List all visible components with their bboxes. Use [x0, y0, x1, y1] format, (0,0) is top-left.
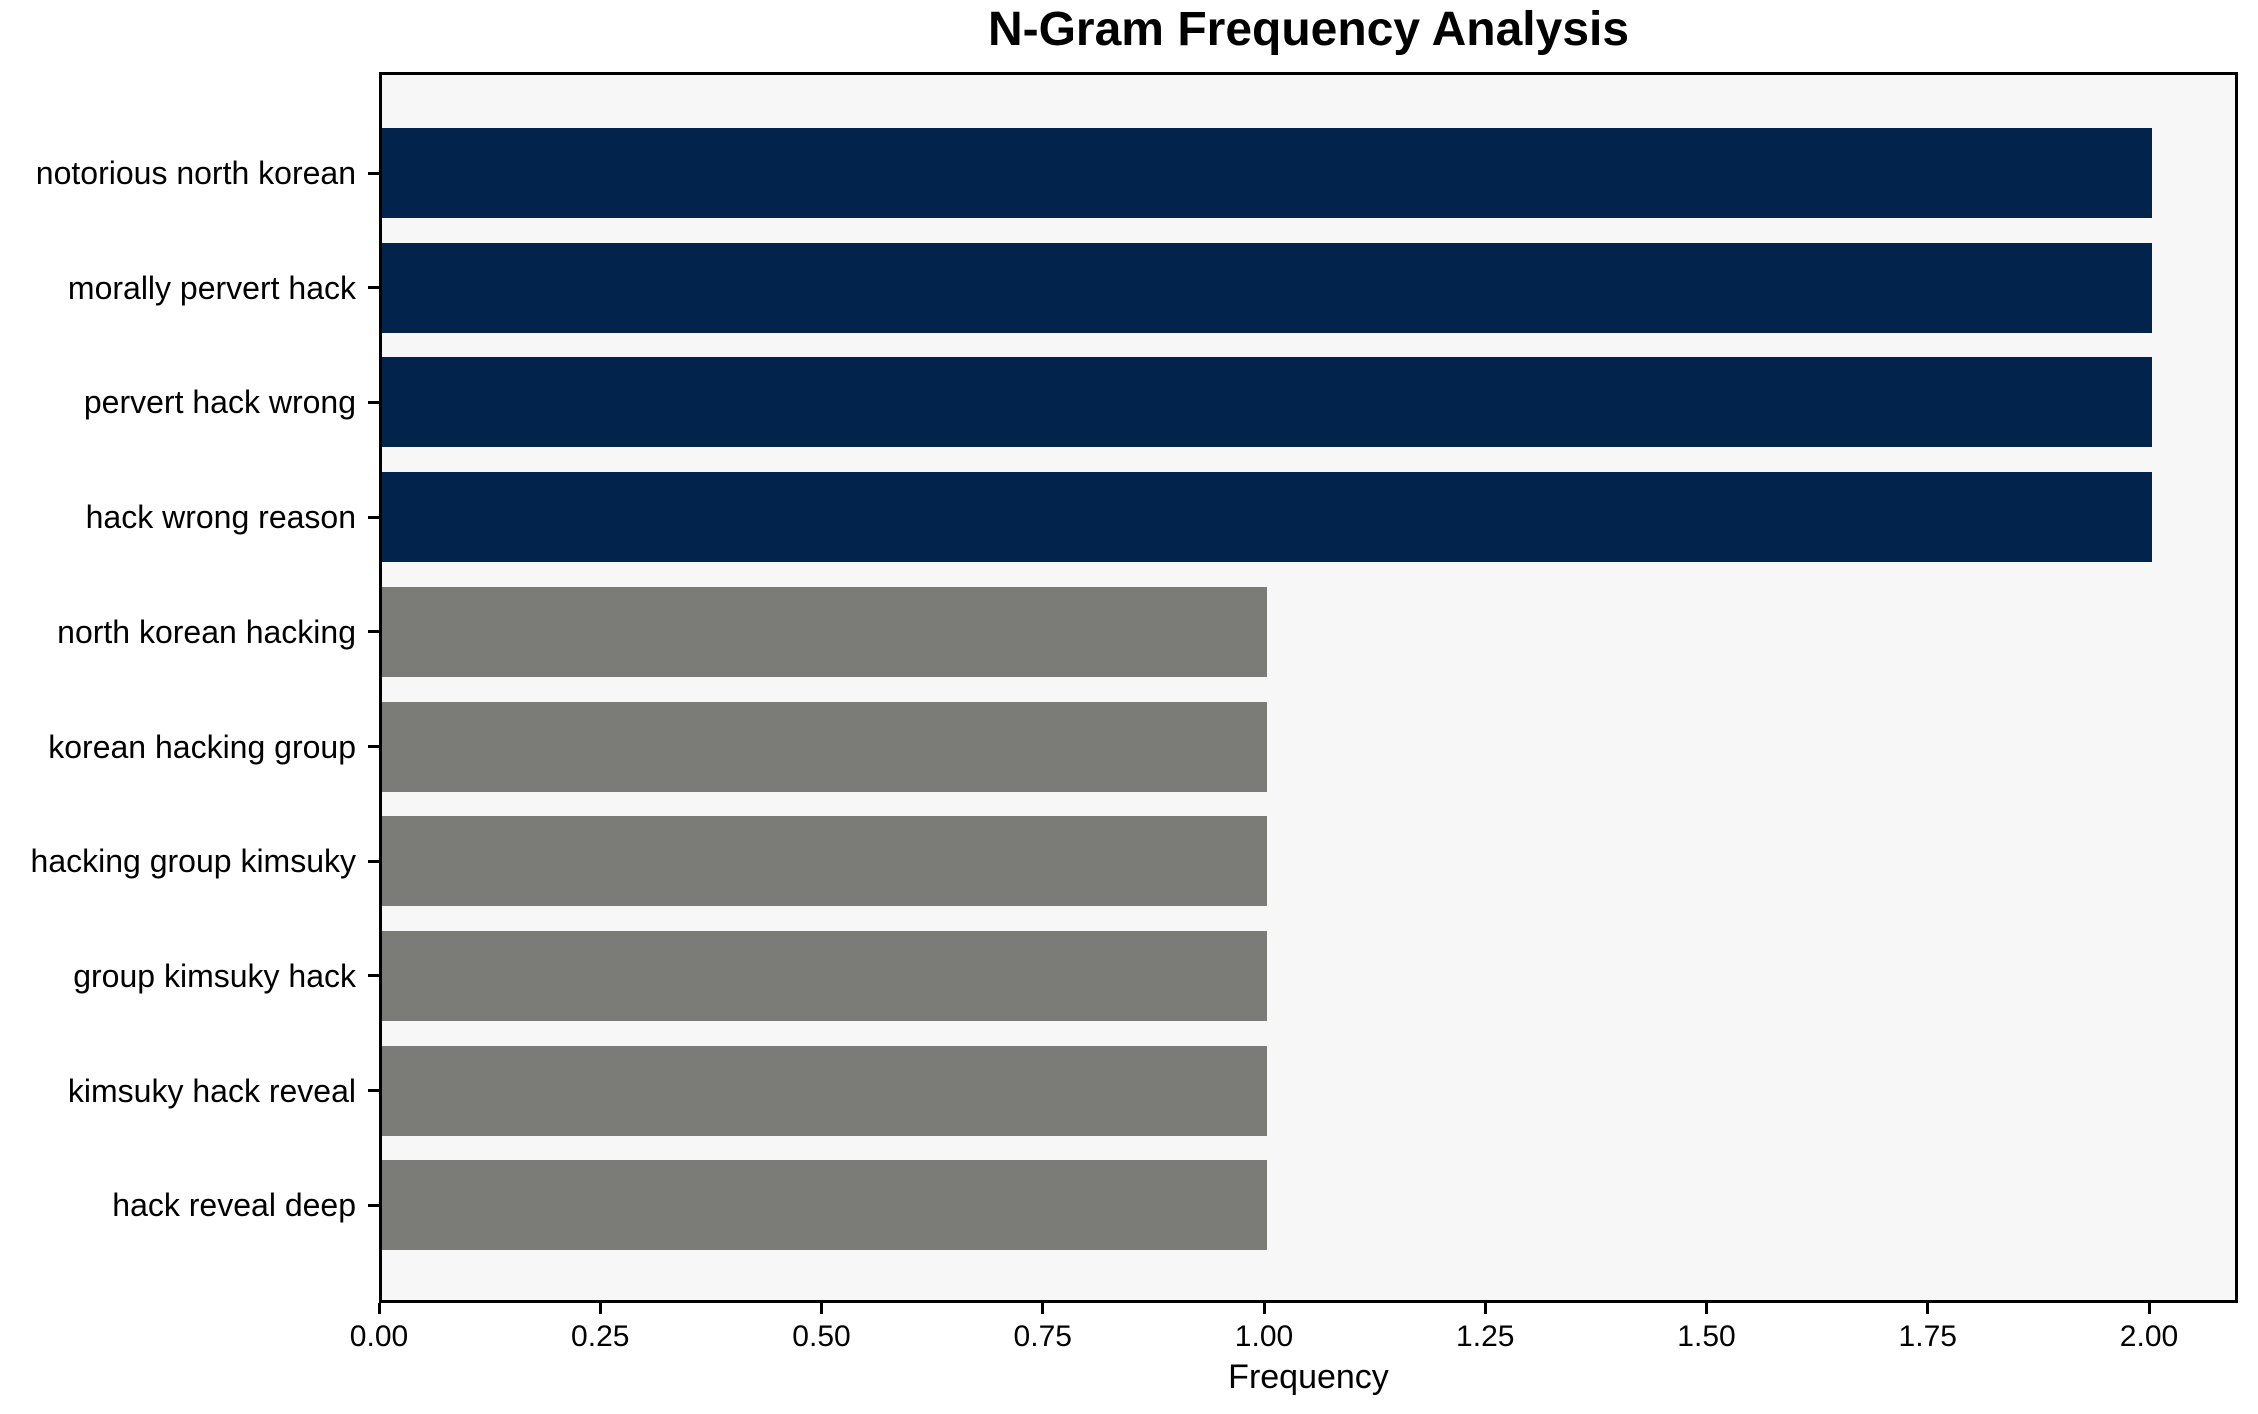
- y-tick-mark: [368, 171, 379, 175]
- y-tick-mark: [368, 1203, 379, 1207]
- x-tick-label: 1.75: [1898, 1320, 1957, 1353]
- chart-title: N-Gram Frequency Analysis: [987, 3, 1630, 56]
- y-tick-mark: [368, 400, 379, 404]
- bar: [382, 472, 2152, 563]
- bar: [382, 701, 1267, 792]
- bar: [382, 1045, 1267, 1136]
- x-tick-mark: [1705, 1303, 1708, 1314]
- bar: [382, 586, 1267, 677]
- x-tick-label: 0.00: [349, 1320, 409, 1353]
- x-tick-mark: [377, 1303, 381, 1314]
- y-tick-mark: [368, 630, 379, 634]
- x-tick-label: 0.50: [792, 1320, 851, 1353]
- x-tick-label: 1.25: [1456, 1320, 1515, 1353]
- x-tick-label: 0.25: [571, 1320, 630, 1353]
- y-tick-mark: [368, 286, 379, 290]
- x-tick-label: 1.50: [1677, 1320, 1736, 1353]
- y-tick-mark: [368, 745, 379, 748]
- x-tick-mark: [1483, 1303, 1487, 1314]
- x-tick-mark: [598, 1303, 602, 1314]
- y-tick-mark: [368, 859, 379, 863]
- x-tick-mark: [1926, 1303, 1930, 1314]
- y-tick-mark: [368, 974, 379, 978]
- bar: [382, 816, 1267, 907]
- y-tick-label: korean hacking group: [48, 728, 356, 765]
- y-tick-label: hacking group kimsuky: [30, 843, 356, 880]
- bar: [382, 357, 2152, 448]
- y-tick-label: hack wrong reason: [85, 499, 356, 536]
- x-tick-mark: [1262, 1303, 1266, 1314]
- bar: [382, 128, 2152, 218]
- x-tick-mark: [820, 1303, 823, 1314]
- y-tick-label: pervert hack wrong: [83, 384, 356, 421]
- y-tick-mark: [368, 1089, 379, 1093]
- x-tick-label: 0.75: [1013, 1320, 1072, 1353]
- y-tick-label: north korean hacking: [57, 613, 356, 650]
- bar: [382, 1160, 1267, 1251]
- x-tick-mark: [1041, 1303, 1045, 1314]
- y-tick-label: notorious north korean: [35, 155, 356, 191]
- y-tick-label: morally pervert hack: [67, 269, 356, 306]
- y-tick-label: kimsuky hack reveal: [67, 1072, 356, 1109]
- plot-area: [379, 72, 2238, 1303]
- bar: [382, 242, 2152, 333]
- x-tick-label: 1.00: [1234, 1320, 1294, 1353]
- y-tick-mark: [368, 515, 379, 519]
- y-tick-label: group kimsuky hack: [73, 957, 356, 994]
- y-tick-label: hack reveal deep: [112, 1187, 356, 1224]
- x-tick-label: 2.00: [2119, 1320, 2179, 1353]
- x-axis-label: Frequency: [1228, 1358, 1389, 1396]
- x-tick-mark: [2147, 1303, 2151, 1314]
- bar: [382, 930, 1267, 1021]
